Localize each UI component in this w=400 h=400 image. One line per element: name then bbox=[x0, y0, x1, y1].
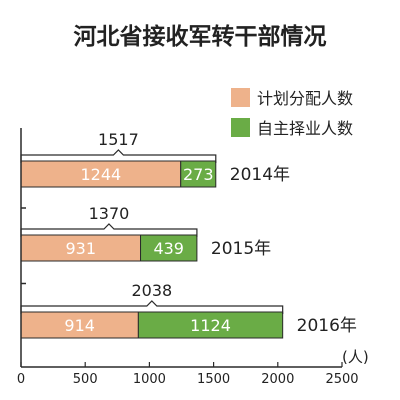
x-axis: 0 500 1000 1500 2000 2500 bbox=[17, 128, 359, 387]
bars: 1244 273 1517 2014年 931 439 1370 2015年 914 1124 20… bbox=[20, 130, 357, 339]
total-label: 2038 bbox=[131, 281, 172, 300]
total-label: 1517 bbox=[98, 130, 139, 149]
category-label: 2016年 bbox=[297, 316, 357, 336]
bar-segment bbox=[140, 234, 198, 262]
x-tick-label: 500 bbox=[73, 372, 98, 387]
x-tick-label: 2000 bbox=[261, 372, 294, 387]
bar-value-label: 1124 bbox=[190, 316, 231, 335]
bar-segment bbox=[137, 311, 284, 339]
bar-value-label: 914 bbox=[64, 316, 95, 335]
x-tick-label: 1000 bbox=[133, 372, 166, 387]
x-tick-label: 1500 bbox=[197, 372, 230, 387]
bar-value-label: 1244 bbox=[81, 165, 122, 184]
bar-segment bbox=[20, 160, 182, 188]
category-label: 2014年 bbox=[230, 165, 290, 185]
chart-title: 河北省接收军转干部情况 bbox=[74, 23, 327, 50]
x-tick-label: 2500 bbox=[325, 372, 358, 387]
total-label: 1370 bbox=[89, 204, 130, 223]
legend-swatch-planned bbox=[231, 88, 250, 107]
x-tick-label: 0 bbox=[17, 372, 25, 387]
legend: 计划分配人数 自主择业人数 bbox=[231, 88, 353, 138]
unit-label: (人) bbox=[342, 348, 369, 366]
bar-value-label: 931 bbox=[65, 239, 96, 258]
bar-value-label: 439 bbox=[153, 239, 184, 258]
legend-label-self-employed: 自主择业人数 bbox=[257, 119, 353, 138]
category-label: 2015年 bbox=[211, 239, 271, 259]
bar-segment bbox=[20, 234, 142, 262]
bar-value-label: 273 bbox=[183, 165, 214, 184]
legend-label-planned: 计划分配人数 bbox=[257, 89, 353, 108]
bar-segment bbox=[180, 160, 217, 188]
legend-swatch-self-employed bbox=[231, 118, 250, 137]
